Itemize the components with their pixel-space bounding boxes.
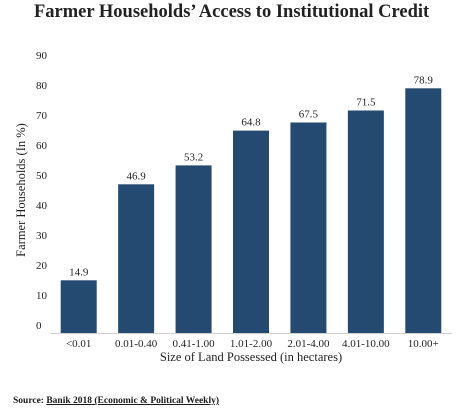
- y-tick-label: 50: [36, 170, 48, 182]
- bar-value-label: 64.8: [241, 117, 261, 129]
- y-axis-ticks: 0 10 20 30 40 50 60 70 80 90: [36, 50, 48, 332]
- x-tick-label: 4.01-10.00: [342, 338, 390, 350]
- bar-value-label: 71.5: [356, 97, 376, 109]
- y-axis-title: Farmer Households (In %): [14, 123, 28, 257]
- category-labels: <0.01 0.01-0.40 0.41-1.00 1.01-2.00 2.01-4.0…: [66, 338, 439, 350]
- x-axis-title: Size of Land Possessed (in hectares): [160, 350, 342, 364]
- bar-value-label: 53.2: [184, 151, 203, 163]
- y-tick-label: 30: [36, 230, 48, 242]
- bar: [347, 110, 384, 333]
- y-tick-label: 0: [36, 320, 42, 332]
- x-tick-label: <0.01: [66, 338, 91, 350]
- bar: [175, 165, 212, 333]
- x-tick-label: 10.00+: [408, 338, 439, 350]
- x-tick-label: 0.01-0.40: [115, 338, 158, 350]
- y-tick-label: 70: [36, 110, 48, 122]
- bar: [118, 184, 155, 333]
- x-tick-label: 1.01-2.00: [230, 338, 273, 350]
- bar-value-label: 78.9: [414, 74, 434, 86]
- chart-title: Farmer Households’ Access to Institution…: [34, 2, 430, 22]
- y-tick-label: 90: [36, 50, 48, 62]
- source-note: Source: Banik 2018 (Economic & Political…: [13, 396, 219, 406]
- y-tick-label: 40: [36, 200, 48, 212]
- bars: [60, 88, 442, 333]
- value-labels: 14.9 46.9 53.2 64.8 67.5 71.5 78.9: [69, 74, 433, 278]
- bar-value-label: 14.9: [69, 266, 89, 278]
- bar: [290, 122, 327, 333]
- x-tick-label: 2.01-4.00: [287, 338, 330, 350]
- y-tick-label: 20: [36, 260, 48, 272]
- bar-value-label: 67.5: [299, 109, 319, 121]
- x-tick-label: 0.41-1.00: [172, 338, 215, 350]
- source-link[interactable]: Banik 2018 (Economic & Political Weekly): [46, 396, 220, 406]
- source-label: Source:: [13, 396, 44, 406]
- bar: [60, 280, 97, 333]
- bar: [405, 88, 442, 333]
- bar-value-label: 46.9: [127, 170, 147, 182]
- y-tick-label: 60: [36, 140, 48, 152]
- y-tick-label: 80: [36, 80, 48, 92]
- y-tick-label: 10: [36, 290, 48, 302]
- bar: [233, 130, 269, 333]
